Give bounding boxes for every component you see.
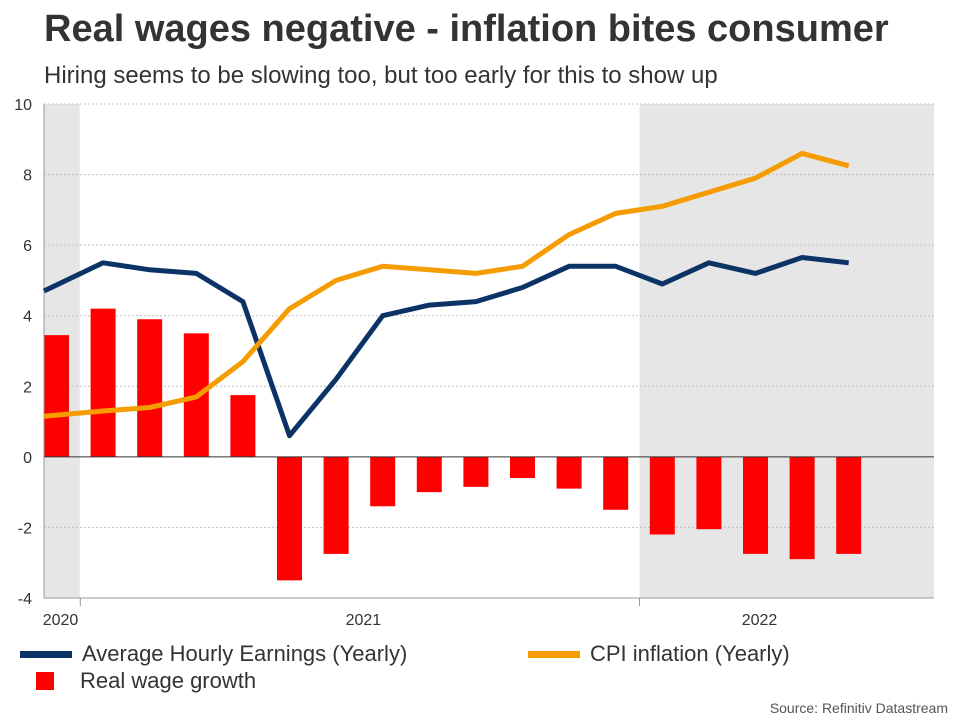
- real-wage-bar: [556, 456, 582, 489]
- cpi-inflation-line: [43, 150, 850, 419]
- y-axis-ticks: -4 -2 0 2 4 6 8 10: [14, 97, 32, 608]
- real-wage-bar: [603, 456, 629, 510]
- real-wage-bar: [230, 395, 256, 457]
- real-wage-bar: [510, 456, 535, 479]
- legend-swatch-real-wage: [36, 672, 54, 690]
- y-tick-label: 6: [23, 238, 32, 255]
- legend-label-cpi: CPI inflation (Yearly): [590, 641, 790, 666]
- legend-item-real-wage: Real wage growth: [14, 668, 256, 694]
- legend-label-earnings: Average Hourly Earnings (Yearly): [82, 641, 408, 666]
- y-tick-label: 2: [23, 379, 32, 396]
- real-wage-bar: [463, 456, 489, 487]
- legend-item-cpi: CPI inflation (Yearly): [528, 641, 790, 667]
- y-tick-label: 0: [23, 450, 32, 467]
- chart-subtitle: Hiring seems to be slowing too, but too …: [44, 62, 718, 89]
- y-tick-label: -2: [18, 520, 32, 537]
- real-wage-bar: [696, 456, 722, 530]
- source-note: Source: Refinitiv Datastream: [769, 700, 948, 716]
- x-axis: [43, 104, 934, 606]
- shaded-range: [639, 104, 934, 598]
- shaded-periods: [44, 104, 934, 598]
- real-wage-bars: [44, 308, 862, 581]
- real-wage-bar: [137, 319, 163, 457]
- x-tick-label: 2020: [43, 612, 79, 629]
- real-wage-bar: [277, 456, 302, 581]
- real-wage-bar: [44, 335, 69, 457]
- real-wage-bar: [370, 456, 396, 507]
- avg-hourly-earnings-line: [42, 255, 849, 439]
- real-wage-bar: [649, 456, 675, 535]
- y-tick-label: 8: [23, 168, 32, 185]
- x-tick-label: 2021: [346, 612, 382, 629]
- real-wage-bar: [743, 456, 768, 554]
- real-wage-bar: [90, 308, 116, 457]
- legend-item-earnings: Average Hourly Earnings (Yearly): [20, 641, 407, 667]
- chart-title: Real wages negative - inflation bites co…: [44, 8, 889, 50]
- legend-swatch-cpi: [528, 650, 580, 658]
- legend-label-real-wage: Real wage growth: [80, 668, 257, 693]
- real-wage-bar: [323, 456, 349, 554]
- x-axis-ticks: 2020 2021 2022: [43, 612, 778, 629]
- y-tick-label: 10: [14, 97, 32, 114]
- real-wage-bar: [836, 456, 862, 554]
- real-wage-bar: [416, 456, 442, 493]
- real-wage-bar: [789, 456, 815, 560]
- legend-swatch-earnings: [20, 650, 72, 658]
- y-tick-label: -4: [18, 591, 32, 608]
- x-tick-label: 2022: [742, 612, 778, 629]
- y-tick-label: 4: [23, 309, 32, 326]
- data-lines: [42, 150, 850, 439]
